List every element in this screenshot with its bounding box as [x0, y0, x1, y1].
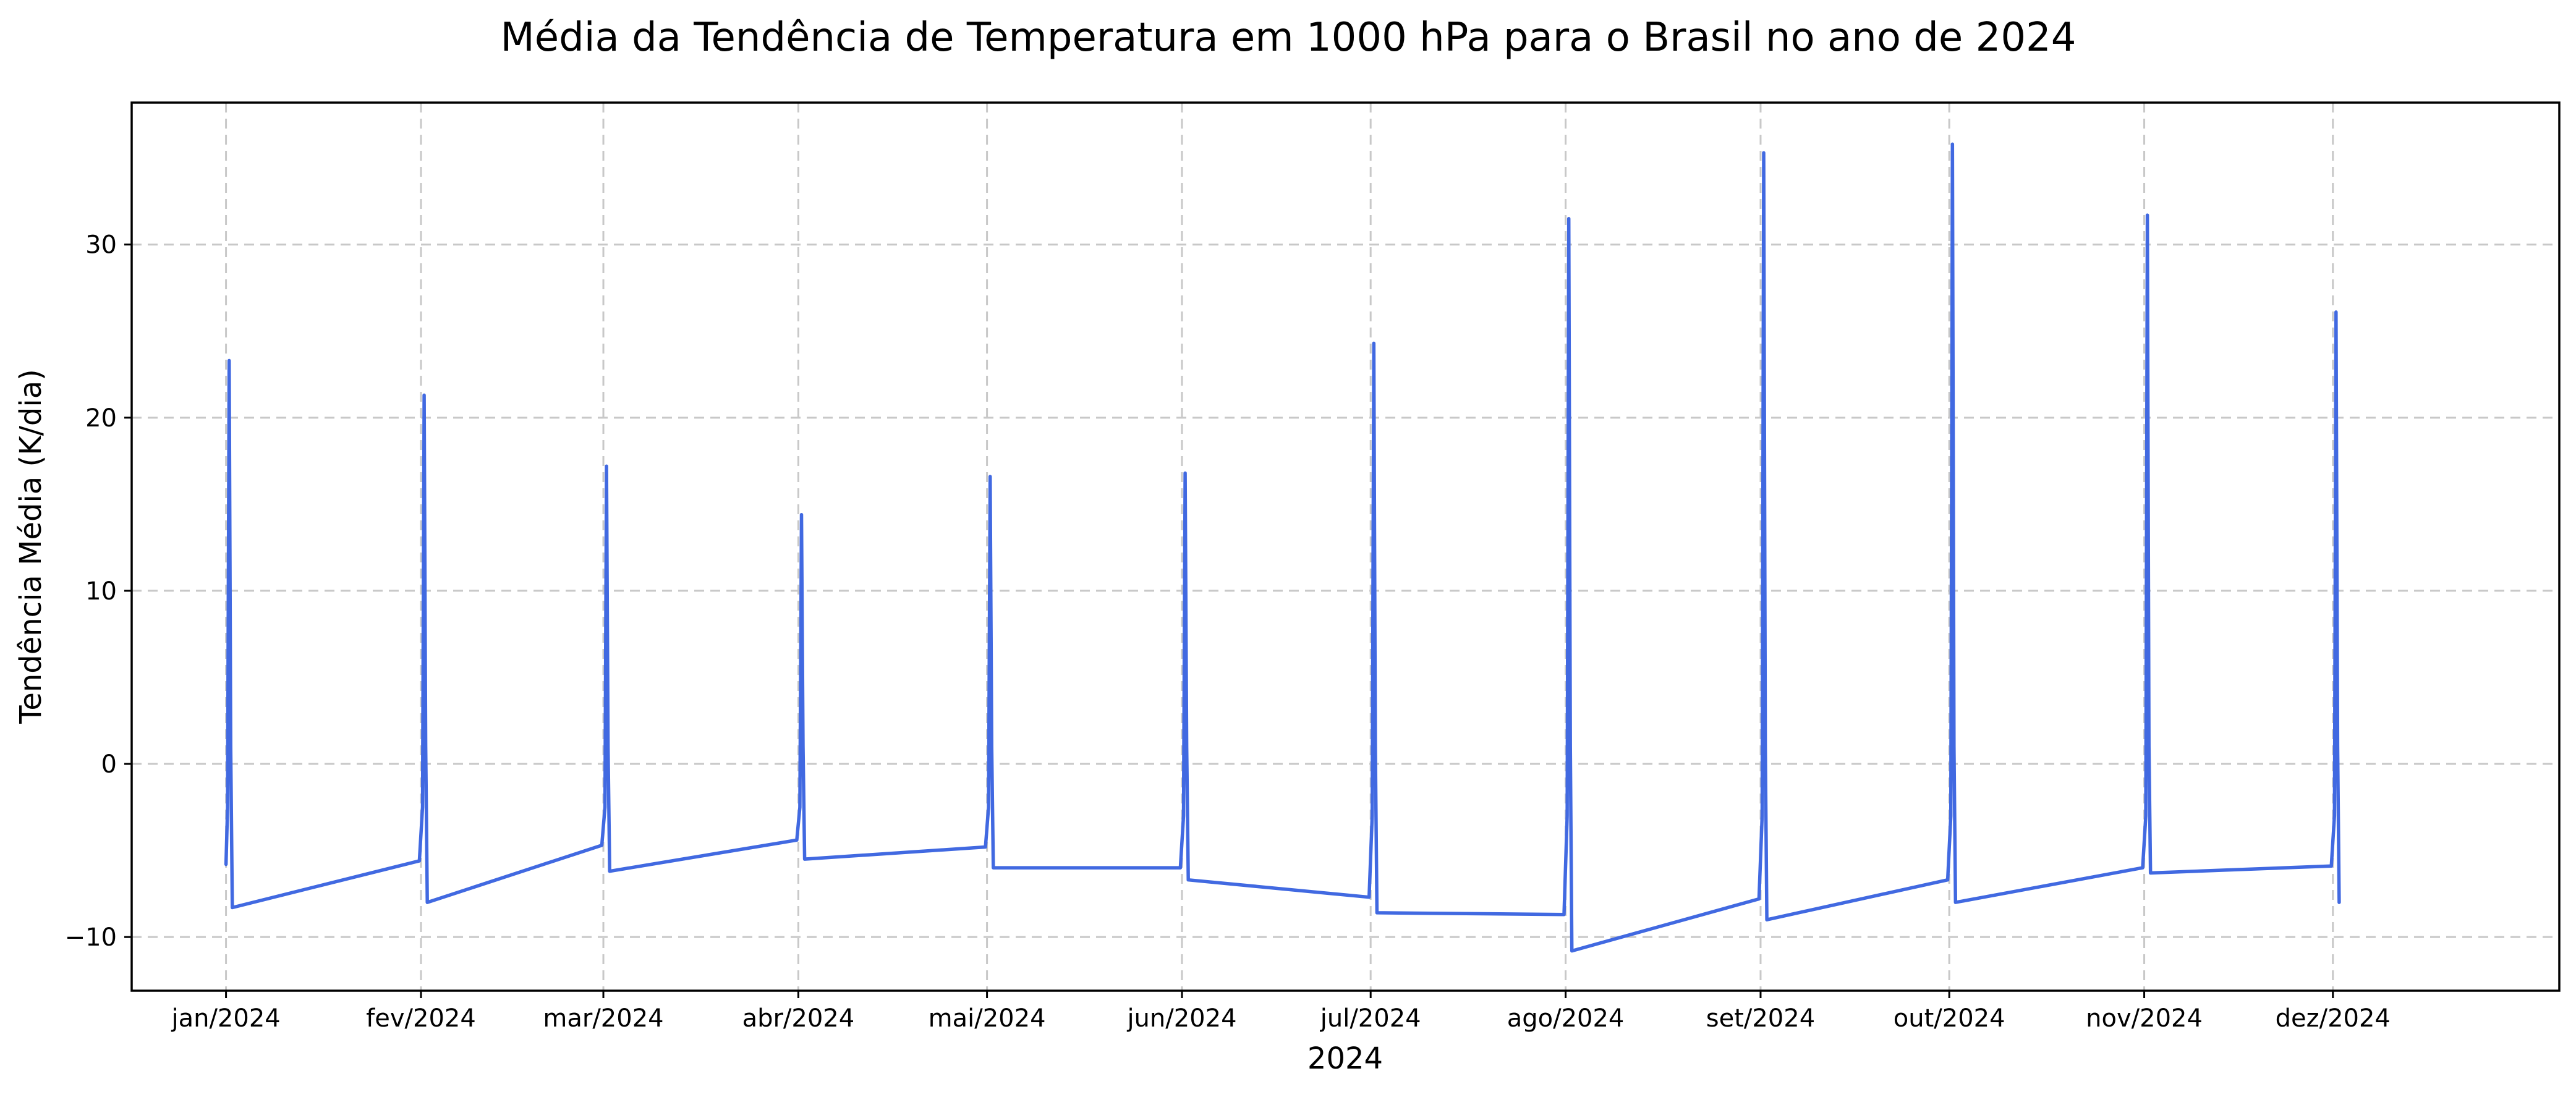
x-tick-label: ago/2024 [1507, 1004, 1625, 1033]
x-tick-label: nov/2024 [2086, 1004, 2203, 1033]
x-tick-label: abr/2024 [742, 1004, 855, 1033]
y-tick-label: 30 [85, 231, 117, 260]
x-tick-label: jul/2024 [1320, 1004, 1421, 1033]
x-tick-label: dez/2024 [2276, 1004, 2391, 1033]
axis-ticks: −10 0 10 20 30 jan/2024 fev/2024 mar/2024 abr/20… [65, 231, 2391, 1033]
y-axis-label: Tendência Média (K/dia) [14, 369, 48, 724]
y-tick-label: 20 [85, 404, 117, 433]
x-tick-label: fev/2024 [366, 1004, 476, 1033]
plot-frame [130, 101, 2561, 992]
x-axis-label: 2024 [1307, 1041, 1383, 1076]
y-tick-label: 0 [101, 750, 117, 779]
x-tick-label: set/2024 [1706, 1004, 1815, 1033]
series-line [224, 142, 2341, 953]
x-tick-label: jun/2024 [1126, 1004, 1236, 1033]
y-tick-label: −10 [65, 923, 117, 952]
y-tick-label: 10 [85, 577, 117, 606]
x-tick-label: mar/2024 [543, 1004, 663, 1033]
chart-title: Média da Tendência de Temperatura em 100… [501, 15, 2077, 61]
x-tick-label: out/2024 [1894, 1004, 2005, 1033]
series-layer [224, 142, 2341, 953]
x-tick-label: jan/2024 [171, 1004, 280, 1033]
x-tick-label: mai/2024 [929, 1004, 1046, 1033]
